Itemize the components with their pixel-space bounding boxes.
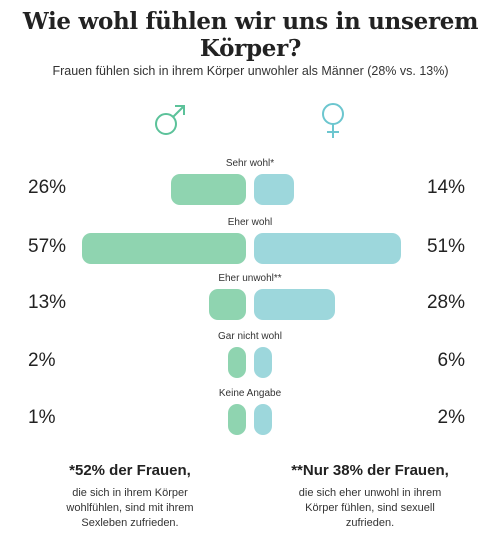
footnote-male: *52% der Frauen, die sich in ihrem Körpe… [10, 462, 250, 531]
value-label-male: 13% [28, 292, 67, 313]
category-label: Keine Angabe [218, 388, 282, 399]
bar-female [254, 347, 272, 378]
chart-subtitle: Frauen fühlen sich in ihrem Körper unwoh… [52, 64, 449, 78]
bar-female [254, 404, 272, 435]
bar-female [254, 289, 335, 320]
category-label: Eher unwohl** [218, 273, 282, 284]
bar-male [171, 174, 246, 205]
category-label: Eher wohl [227, 217, 273, 228]
bar-male [208, 289, 246, 320]
bar-male [228, 404, 246, 435]
footnote-body: die sich eher unwohl in ihrem Körper füh… [298, 487, 442, 529]
footnote-head: **Nur 38% der Frauen, [291, 462, 449, 479]
value-label-male: 57% [28, 236, 67, 257]
footnote-body: die sich in ihrem Körper wohlfühlen, sin… [66, 487, 194, 529]
bar-male [81, 233, 246, 264]
value-label-male: 26% [28, 177, 67, 198]
value-label-male: 1% [28, 407, 56, 428]
category-label: Gar nicht wohl [218, 331, 282, 342]
male-symbol-icon [155, 105, 185, 135]
bar-male [228, 347, 246, 378]
category-label: Sehr wohl* [225, 158, 275, 169]
bar-female [254, 233, 402, 264]
value-label-female: 2% [437, 407, 465, 428]
value-label-female: 28% [426, 292, 465, 313]
value-label-female: 51% [426, 236, 465, 257]
value-label-female: 6% [437, 350, 465, 371]
female-symbol-icon [322, 103, 344, 138]
chart-title: Wie wohl fühlen wir uns in unserem Körpe… [22, 8, 479, 62]
footnote-head: *52% der Frauen, [69, 462, 191, 479]
footnote-female: **Nur 38% der Frauen, die sich eher unwo… [250, 462, 490, 531]
value-label-female: 14% [426, 177, 465, 198]
bar-female [254, 174, 295, 205]
value-label-male: 2% [28, 350, 56, 371]
